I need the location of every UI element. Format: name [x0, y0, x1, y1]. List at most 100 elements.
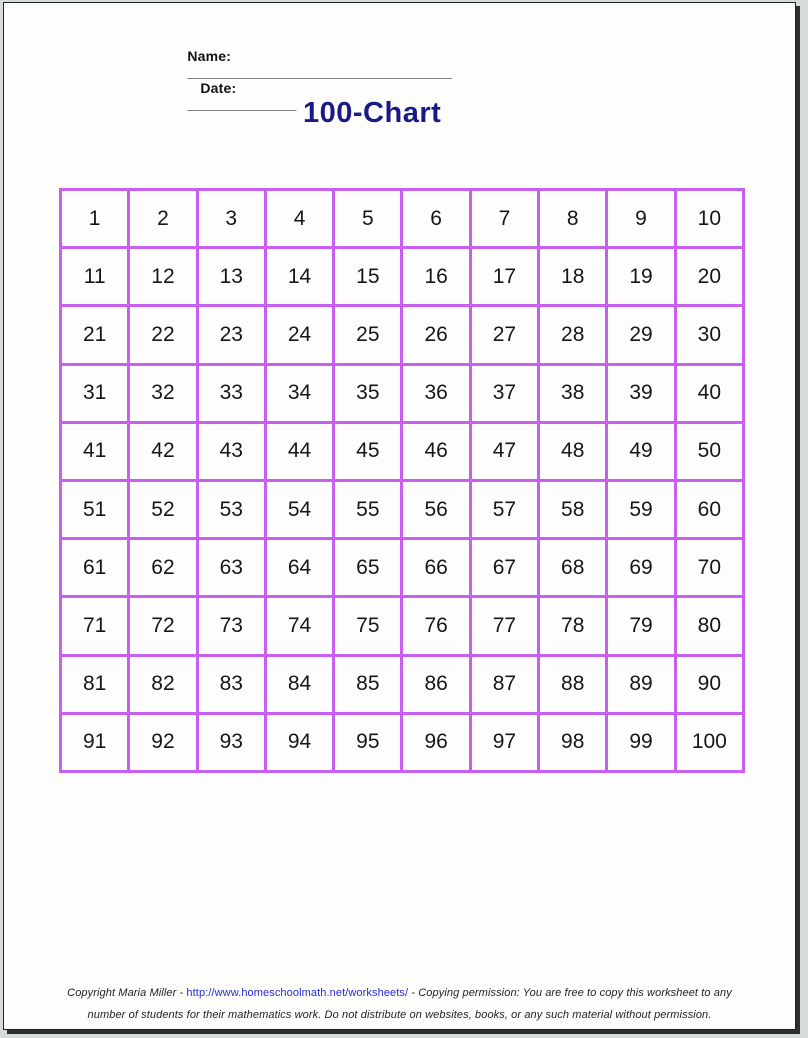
grid-cell: 57 — [468, 478, 541, 541]
grid-cell: 86 — [400, 653, 472, 715]
worksheet-page: Name: __________________________________… — [3, 2, 796, 1030]
grid-cell: 58 — [537, 478, 609, 541]
name-label: Name: — [187, 48, 232, 64]
grid-cell: 29 — [605, 304, 677, 366]
hundred-chart-body: 1 2 3 4 5 6 7 8 9 10 11 12 13 14 15 16 17 18 19 20 21 22 23 24 2… — [58, 187, 746, 774]
grid-cell: 5 — [332, 187, 404, 250]
grid-cell: 76 — [400, 595, 472, 657]
grid-cell: 72 — [127, 595, 199, 657]
grid-cell: 94 — [263, 711, 336, 774]
grid-cell: 98 — [537, 711, 609, 774]
grid-cell: 89 — [605, 653, 677, 715]
grid-cell: 33 — [195, 362, 267, 424]
grid-cell: 82 — [127, 653, 199, 715]
grid-cell: 87 — [468, 653, 541, 715]
grid-cell: 15 — [332, 246, 404, 308]
grid-cell: 40 — [673, 362, 746, 424]
grid-cell: 51 — [58, 478, 131, 541]
date-blank-line: ______________ — [187, 96, 297, 112]
grid-cell: 60 — [673, 478, 746, 541]
grid-cell: 68 — [537, 537, 609, 599]
grid-cell: 96 — [400, 711, 472, 774]
grid-cell: 28 — [537, 304, 609, 366]
table-row: 61 62 63 64 65 66 67 68 69 70 — [58, 537, 746, 599]
grid-cell: 37 — [468, 362, 541, 424]
grid-cell: 7 — [468, 187, 541, 250]
grid-cell: 31 — [58, 362, 131, 424]
grid-cell: 23 — [195, 304, 267, 366]
grid-cell: 67 — [468, 537, 541, 599]
grid-cell: 93 — [195, 711, 267, 774]
grid-cell: 65 — [332, 537, 404, 599]
grid-cell: 36 — [400, 362, 472, 424]
grid-cell: 22 — [127, 304, 199, 366]
table-row: 21 22 23 24 25 26 27 28 29 30 — [58, 304, 746, 366]
grid-cell: 83 — [195, 653, 267, 715]
grid-cell: 90 — [673, 653, 746, 715]
grid-cell: 45 — [332, 420, 404, 482]
grid-cell: 99 — [605, 711, 677, 774]
grid-cell: 17 — [468, 246, 541, 308]
grid-cell: 88 — [537, 653, 609, 715]
name-blank-line: __________________________________ — [187, 64, 453, 80]
grid-cell: 49 — [605, 420, 677, 482]
grid-cell: 62 — [127, 537, 199, 599]
date-label: Date: — [200, 80, 237, 96]
page-title: 100-Chart — [303, 97, 442, 129]
grid-cell: 84 — [263, 653, 336, 715]
grid-cell: 20 — [673, 246, 746, 308]
homeschoolmath-link[interactable]: http://www.homeschoolmath.net/worksheets… — [186, 987, 409, 999]
grid-cell: 55 — [332, 478, 404, 541]
grid-cell: 48 — [537, 420, 609, 482]
table-row: 41 42 43 44 45 46 47 48 49 50 — [58, 420, 746, 482]
grid-cell: 42 — [127, 420, 199, 482]
grid-cell: 52 — [127, 478, 199, 541]
permission-text: - Copying permission: You are free to co… — [408, 987, 732, 999]
grid-cell: 53 — [195, 478, 267, 541]
grid-cell: 8 — [537, 187, 609, 250]
grid-cell: 27 — [468, 304, 541, 366]
grid-cell: 81 — [58, 653, 131, 715]
table-row: 81 82 83 84 85 86 87 88 89 90 — [58, 653, 746, 715]
grid-cell: 43 — [195, 420, 267, 482]
table-row: 91 92 93 94 95 96 97 98 99 100 — [58, 711, 746, 774]
table-row: 1 2 3 4 5 6 7 8 9 10 — [58, 187, 746, 250]
grid-cell: 32 — [127, 362, 199, 424]
grid-cell: 92 — [127, 711, 199, 774]
grid-cell: 34 — [263, 362, 336, 424]
grid-cell: 56 — [400, 478, 472, 541]
grid-cell: 3 — [195, 187, 267, 250]
grid-cell: 75 — [332, 595, 404, 657]
grid-cell: 50 — [673, 420, 746, 482]
footer-line-1: Copyright Maria Miller - http://www.home… — [4, 982, 795, 1004]
grid-cell: 2 — [127, 187, 199, 250]
grid-cell: 12 — [127, 246, 199, 308]
grid-cell: 35 — [332, 362, 404, 424]
table-row: 11 12 13 14 15 16 17 18 19 20 — [58, 246, 746, 308]
grid-cell: 69 — [605, 537, 677, 599]
grid-cell: 14 — [263, 246, 336, 308]
grid-cell: 97 — [468, 711, 541, 774]
grid-cell: 16 — [400, 246, 472, 308]
grid-cell: 79 — [605, 595, 677, 657]
grid-cell: 64 — [263, 537, 336, 599]
footer-line-2: number of students for their mathematics… — [87, 1009, 712, 1021]
grid-cell: 66 — [400, 537, 472, 599]
table-row: 31 32 33 34 35 36 37 38 39 40 — [58, 362, 746, 424]
grid-cell: 39 — [605, 362, 677, 424]
grid-cell: 54 — [263, 478, 336, 541]
grid-cell: 71 — [58, 595, 131, 657]
copyright-text: Copyright Maria Miller - — [67, 987, 187, 999]
grid-cell: 38 — [537, 362, 609, 424]
grid-cell: 70 — [673, 537, 746, 599]
grid-cell: 18 — [537, 246, 609, 308]
grid-cell: 24 — [263, 304, 336, 366]
grid-cell: 46 — [400, 420, 472, 482]
grid-cell: 78 — [537, 595, 609, 657]
grid-cell: 63 — [195, 537, 267, 599]
grid-cell: 85 — [332, 653, 404, 715]
copyright-footer: Copyright Maria Miller - http://www.home… — [4, 982, 795, 1026]
grid-cell: 80 — [673, 595, 746, 657]
grid-cell: 13 — [195, 246, 267, 308]
table-row: 71 72 73 74 75 76 77 78 79 80 — [58, 595, 746, 657]
